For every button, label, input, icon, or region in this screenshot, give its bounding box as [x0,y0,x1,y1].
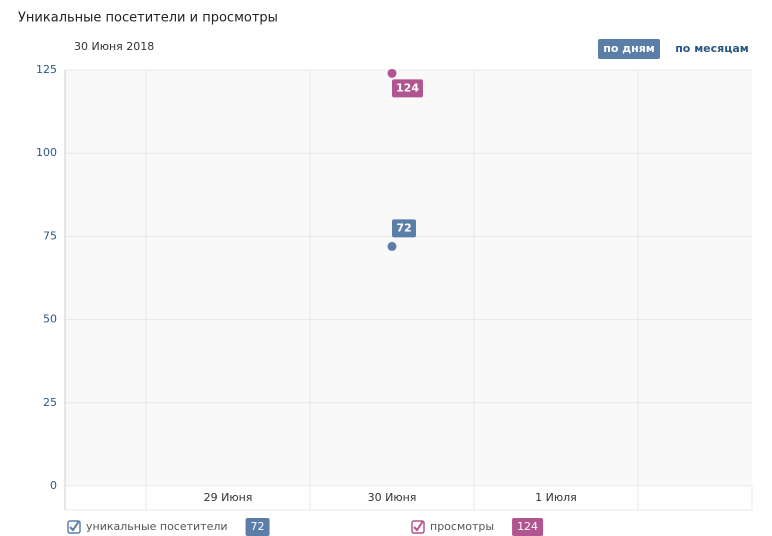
period-button[interactable]: по дням [603,42,655,55]
period-button[interactable]: по месяцам [675,42,749,55]
value-label: 124 [396,81,419,94]
x-tick-label: 29 Июня [204,491,253,504]
y-tick-label: 125 [36,63,57,76]
chart-subtitle: 30 Июня 2018 [74,40,154,53]
legend-badge [245,518,270,536]
chart-title: Уникальные посетители и просмотры [18,11,278,26]
y-tick-label: 25 [43,396,57,409]
button-bg[interactable] [598,39,660,59]
data-point [387,241,397,251]
legend-label: уникальные посетители [86,520,228,533]
legend-badge-value: 72 [251,520,265,533]
plot-area [65,70,752,486]
value-label: 72 [396,221,411,234]
legend-label: просмотры [430,520,494,533]
y-tick-label: 0 [50,479,57,492]
data-point [387,68,397,78]
y-tick-label: 75 [43,229,57,242]
y-tick-label: 100 [36,146,57,159]
legend-check[interactable] [69,520,80,532]
legend-badge-value: 124 [517,520,538,533]
y-tick-label: 50 [43,313,57,326]
legend-badge [512,518,544,536]
x-tick-label: 30 Июня [368,491,417,504]
value-label-bg [392,79,423,98]
legend-check[interactable] [413,520,424,532]
x-tick-label: 1 Июля [535,491,577,504]
value-label-bg [392,219,416,238]
